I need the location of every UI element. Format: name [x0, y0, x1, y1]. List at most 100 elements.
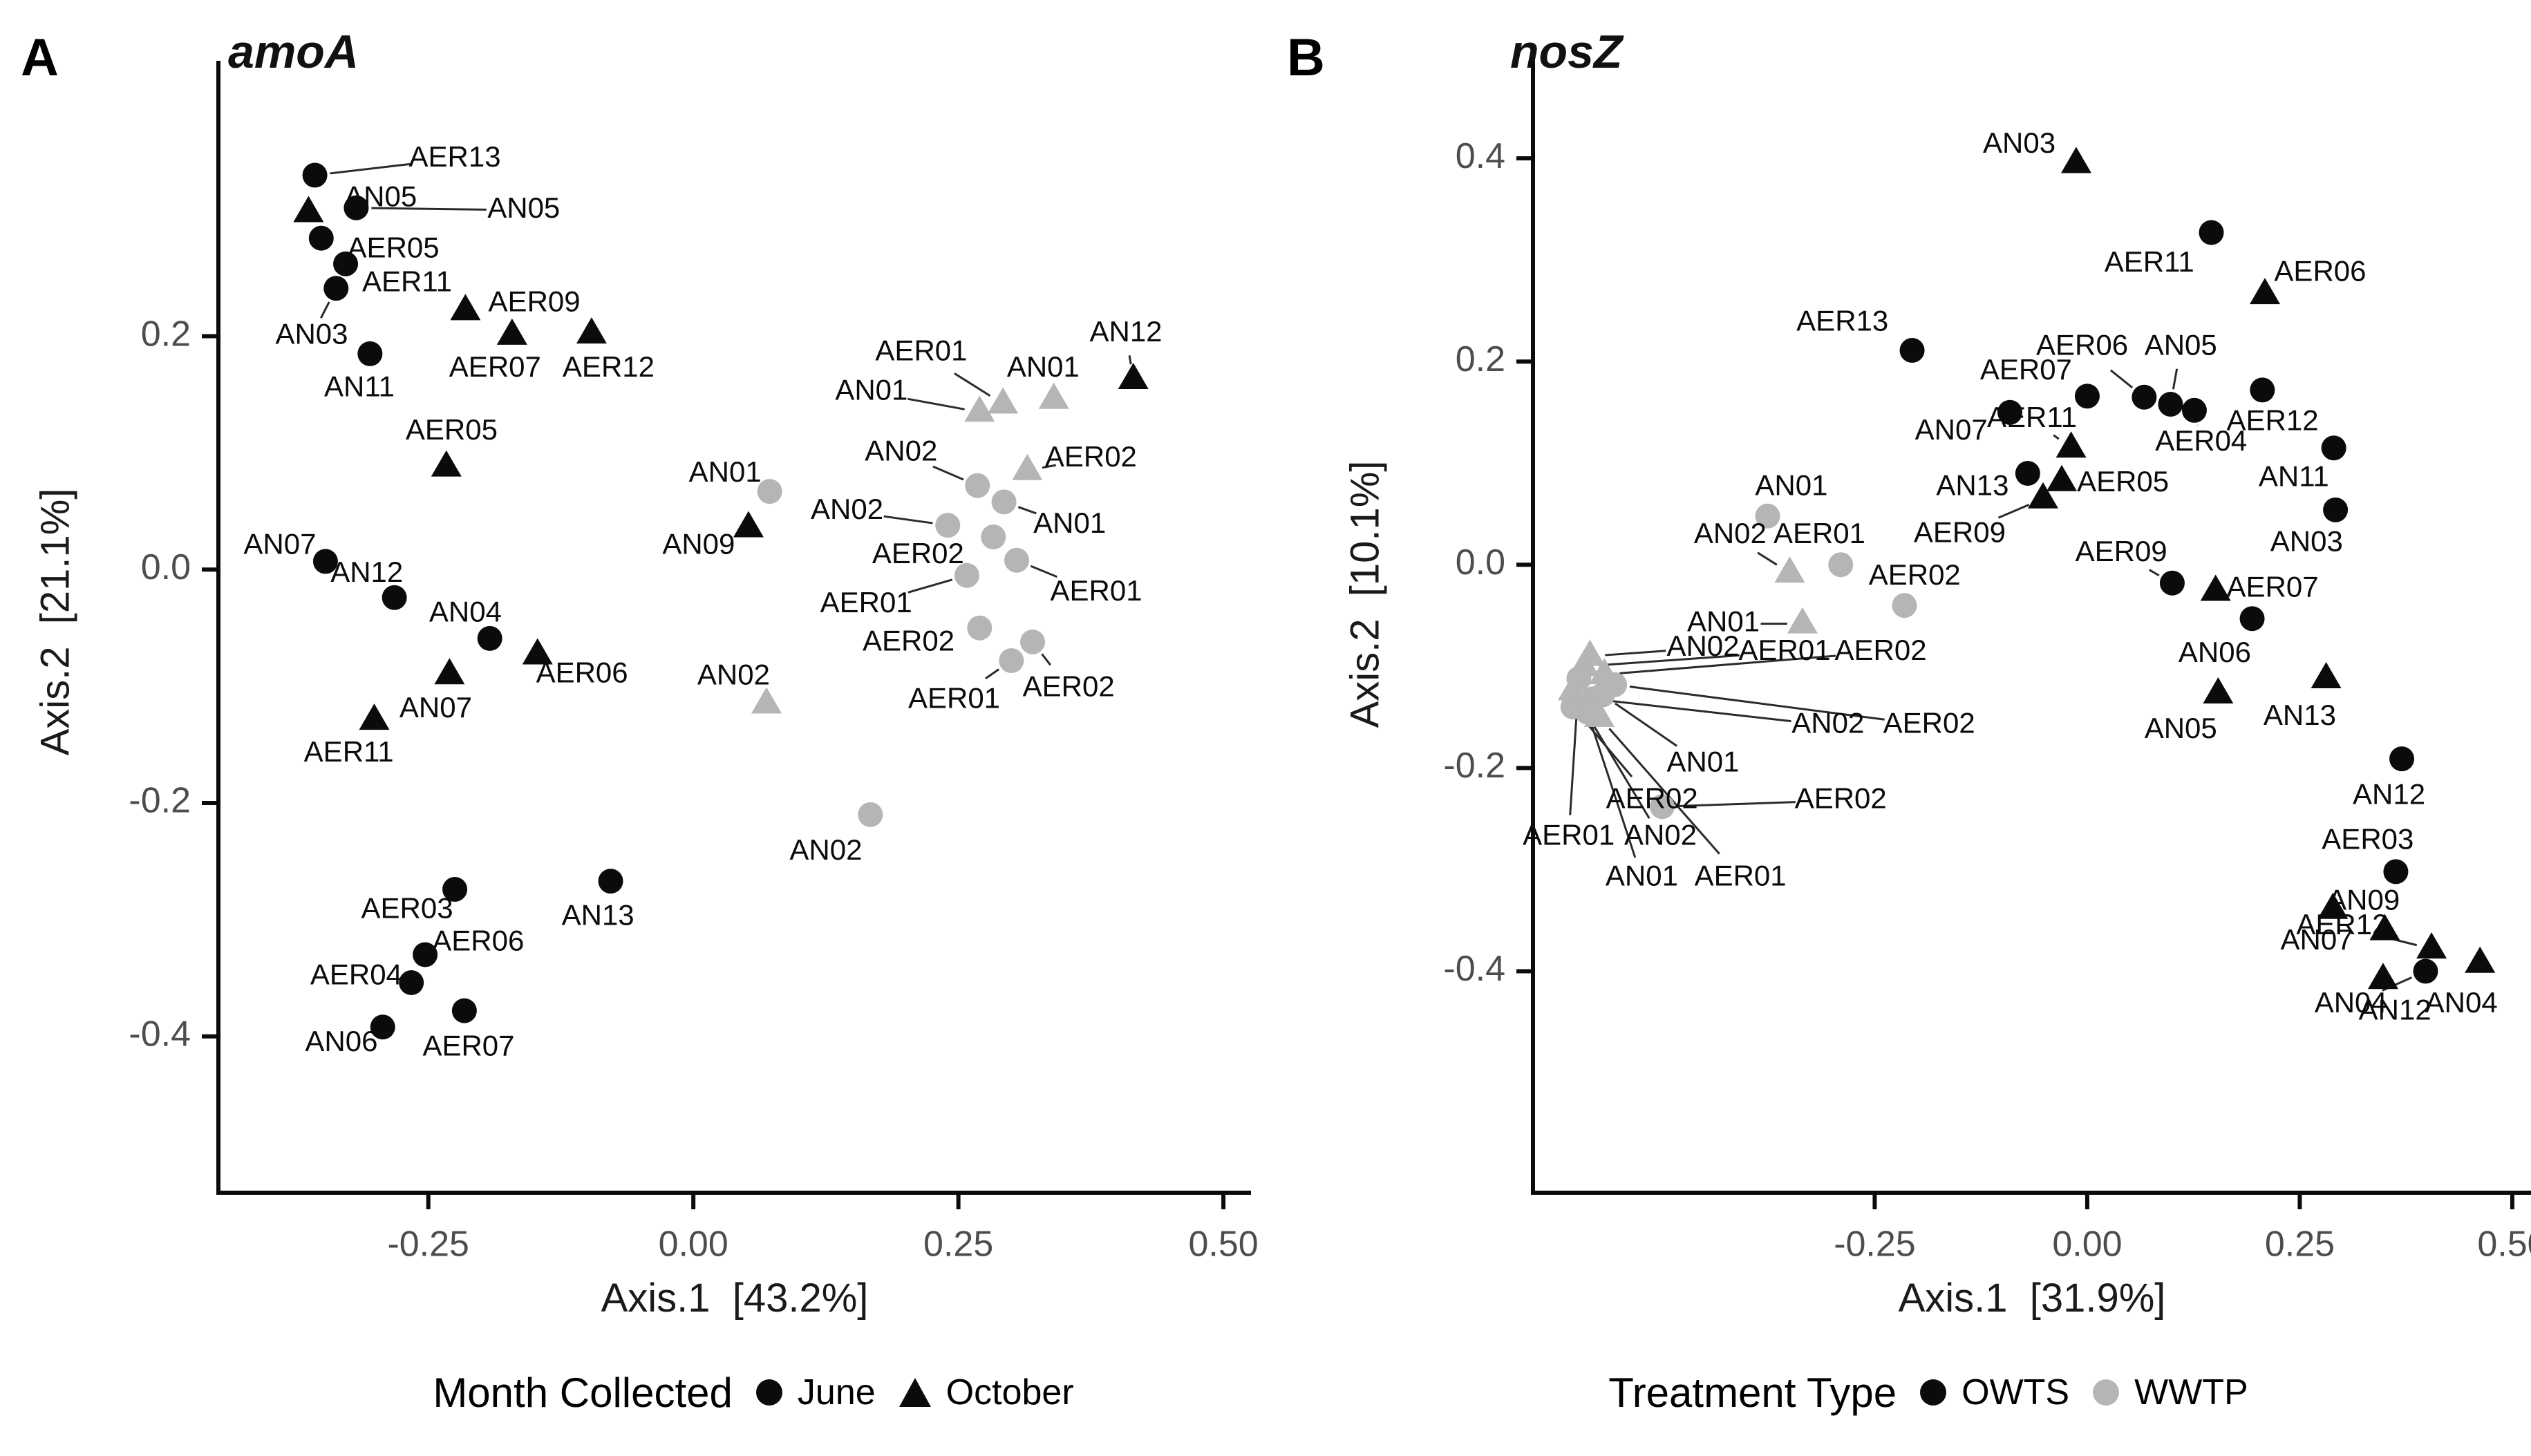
nosZ-point-an07	[1997, 399, 2023, 425]
nosZ-label-an01: AN01	[1755, 469, 1827, 502]
amoA-point-an01	[964, 395, 995, 422]
amoA-label-an05: AN05	[344, 180, 417, 212]
october-triangle-icon	[898, 1378, 931, 1407]
nosZ-point-aer11	[2199, 220, 2224, 245]
nosZ-label-aer11: AER11	[1987, 401, 2077, 433]
amoA-label-aer01: AER01	[1051, 574, 1142, 607]
amoA-point-aer07	[496, 318, 527, 345]
amoA-label-aer05: AER05	[406, 413, 498, 446]
amoA-label-an07: AN07	[243, 528, 316, 560]
nosZ-label-aer05: AER05	[2077, 465, 2169, 498]
amoA-y-tick-label: -0.4	[129, 1014, 191, 1054]
nosZ-point-aer13	[1899, 338, 1925, 363]
legend-treatment-type: Treatment Type OWTS WWTP	[1348, 1351, 2509, 1434]
amoA-point-aer02	[981, 524, 1006, 549]
nosZ-point-an04	[2465, 946, 2496, 973]
amoA-point-aer01	[1004, 547, 1030, 573]
nosZ-y-tick-label: 0.0	[1456, 542, 1505, 583]
nosZ-label-an03: AN03	[2270, 525, 2343, 558]
nosZ-label-aer09: AER09	[2076, 535, 2167, 567]
amoA-label-an12: AN12	[1089, 315, 1162, 348]
amoA-label-aer03: AER03	[361, 891, 453, 924]
amoA-label-aer02: AER02	[872, 537, 964, 569]
nosZ-label-aer02: AER02	[1606, 782, 1698, 815]
nosZ-point-an04	[2413, 958, 2438, 984]
legend-october-label: October	[945, 1372, 1074, 1412]
amoA-label-an02: AN02	[811, 493, 883, 525]
amoA-point-an04	[477, 625, 502, 651]
nosZ-point-aer01	[1583, 700, 1615, 727]
nosZ-label-aer04: AER04	[2155, 424, 2247, 457]
nosZ-point-an06	[2239, 606, 2265, 632]
amoA-point-aer11	[333, 251, 359, 276]
amoA-leader-line	[1041, 653, 1051, 666]
amoA-point-aer06	[522, 638, 553, 665]
panel-b-x-axis-title: Axis.1 [31.9%]	[1898, 1276, 2166, 1321]
amoA-point-an07	[312, 549, 338, 574]
nosZ-label-an02: AN02	[1624, 818, 1697, 851]
amoA-label-aer11: AER11	[304, 735, 394, 768]
nosZ-label-an04: AN04	[2425, 986, 2498, 1019]
nosZ-point-an02	[1557, 674, 1588, 701]
nosZ-label-aer01: AER01	[1773, 517, 1865, 549]
nosZ-y-tick-label: 0.2	[1456, 339, 1505, 379]
wwtp-circle-icon	[2093, 1379, 2120, 1406]
legend-wwtp-label: WWTP	[2134, 1372, 2248, 1412]
amoA-label-an01: AN01	[689, 455, 762, 488]
amoA-leader-line	[1128, 355, 1132, 365]
amoA-point-aer03	[442, 876, 468, 902]
nosZ-point-an01	[1755, 503, 1780, 529]
nosZ-label-an01: AN01	[1666, 746, 1739, 778]
amoA-point-aer12	[576, 317, 607, 344]
amoA-label-an11: AN11	[324, 370, 395, 403]
nosZ-point-an01	[1590, 682, 1615, 708]
amoA-point-an02	[858, 802, 883, 827]
amoA-point-an01	[991, 489, 1017, 515]
legend-month-title: Month Collected	[433, 1369, 733, 1416]
nosZ-x-tick-label: 0.25	[2265, 1225, 2335, 1265]
nosZ-label-aer11: AER11	[2105, 245, 2194, 278]
nosZ-label-aer09: AER09	[1914, 516, 2006, 548]
amoA-label-aer02: AER02	[863, 625, 954, 657]
amoA-point-aer06	[413, 942, 438, 967]
nosZ-leader-line	[1599, 654, 1740, 667]
nosZ-label-an02: AN02	[1666, 630, 1739, 662]
nosZ-point-aer09	[2159, 570, 2185, 596]
panel-a-letter: A	[21, 28, 59, 87]
nosZ-y-tick-label: 0.4	[1456, 136, 1505, 176]
nosZ-leader-line	[2172, 368, 2179, 390]
amoA-leader-line	[319, 301, 330, 319]
nosZ-label-aer02: AER02	[1835, 634, 1927, 666]
amoA-x-tick-label: 0.00	[659, 1225, 728, 1265]
nosZ-label-an01: AN01	[1687, 605, 1760, 638]
nosZ-point-an03	[2060, 146, 2091, 173]
nosZ-point-an11	[2321, 435, 2346, 461]
nosZ-point-aer02	[1649, 794, 1675, 820]
amoA-point-an13	[598, 869, 623, 894]
amoA-leader-line	[954, 372, 991, 397]
nosZ-leader-line	[1677, 801, 1796, 808]
amoA-label-aer02: AER02	[1045, 440, 1137, 473]
nosZ-x-tick-label: -0.25	[1834, 1225, 1916, 1265]
nosZ-label-an09: AN09	[2327, 884, 2400, 916]
nosZ-point-an07	[2317, 892, 2349, 919]
nosZ-label-an13: AN13	[1936, 469, 2008, 502]
amoA-point-an06	[370, 1014, 395, 1040]
amoA-label-aer11: AER11	[362, 265, 452, 298]
nosZ-label-an03: AN03	[1983, 126, 2055, 159]
amoA-label-aer06: AER06	[432, 925, 524, 957]
legend-item-owts: OWTS	[1920, 1372, 2069, 1413]
nosZ-leader-line	[2109, 369, 2134, 389]
nosZ-label-aer01: AER01	[1695, 859, 1787, 891]
nosZ-label-aer02: AER02	[1869, 558, 1961, 591]
nosZ-label-aer06: AER06	[2274, 254, 2366, 287]
amoA-point-aer05	[308, 225, 334, 251]
amoA-label-aer02: AER02	[1023, 670, 1115, 703]
nosZ-point-aer06	[2250, 278, 2281, 305]
amoA-label-aer06: AER06	[536, 656, 628, 688]
amoA-point-an02	[935, 513, 961, 538]
amoA-leader-line	[1042, 464, 1057, 469]
amoA-label-aer01: AER01	[908, 681, 1000, 714]
amoA-point-aer05	[431, 450, 462, 477]
